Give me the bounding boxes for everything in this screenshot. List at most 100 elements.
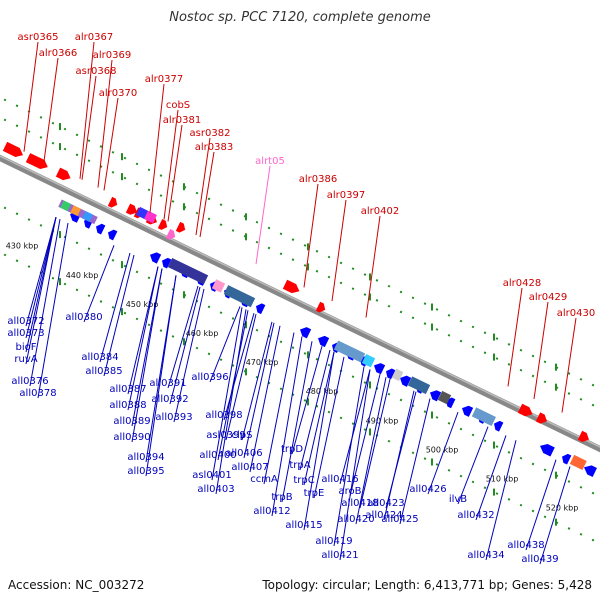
track-dot bbox=[579, 397, 583, 401]
track-dot bbox=[339, 281, 343, 285]
track-tick bbox=[493, 488, 495, 496]
track-dot bbox=[327, 255, 331, 259]
track-dot bbox=[147, 323, 151, 327]
reverse-gene-label: all0416 bbox=[321, 474, 358, 485]
track-dot bbox=[255, 328, 259, 332]
track-dot bbox=[27, 265, 31, 268]
reverse-gene-label-leader bbox=[25, 217, 57, 339]
kbp-tick-label: 520 kbp bbox=[546, 504, 579, 513]
track-dot bbox=[543, 360, 547, 364]
feature-block bbox=[437, 390, 452, 405]
track-dot bbox=[399, 310, 403, 314]
track-dot bbox=[363, 428, 367, 431]
reverse-gene-label: all0390 bbox=[113, 432, 150, 443]
track-dot bbox=[579, 485, 583, 489]
reverse-gene-arrow bbox=[400, 375, 412, 387]
track-dot bbox=[75, 288, 79, 292]
reverse-gene-arrow bbox=[584, 465, 597, 477]
reverse-gene-label-leader bbox=[169, 286, 201, 405]
reverse-gene-label-leader bbox=[349, 374, 381, 497]
track-dot bbox=[327, 363, 331, 367]
track-tick bbox=[245, 233, 247, 241]
track-tick bbox=[183, 338, 185, 346]
track-dot bbox=[519, 348, 523, 352]
track-dot bbox=[507, 343, 511, 346]
track-dot bbox=[423, 457, 427, 460]
track-dot bbox=[411, 316, 415, 320]
track-dot bbox=[411, 296, 415, 300]
reverse-gene-label-leader bbox=[103, 254, 135, 377]
track-tick bbox=[431, 411, 433, 419]
reverse-gene-arrow bbox=[462, 405, 474, 417]
feature-block bbox=[333, 340, 366, 363]
kbp-tick-label: 430 kbp bbox=[6, 242, 39, 251]
track-dot bbox=[159, 174, 163, 177]
track-tick bbox=[59, 278, 61, 286]
track-dot bbox=[219, 203, 223, 207]
track-dot bbox=[507, 498, 511, 501]
track-dot bbox=[267, 226, 271, 230]
reverse-gene-label: all0396 bbox=[191, 372, 228, 383]
forward-gene-label: alr0370 bbox=[99, 88, 137, 99]
track-tick bbox=[245, 368, 247, 376]
track-dot bbox=[303, 264, 307, 267]
track-dot bbox=[579, 532, 583, 536]
forward-gene-arrow bbox=[315, 301, 326, 313]
track-dot bbox=[327, 275, 331, 279]
track-tick bbox=[307, 398, 309, 406]
track-dot bbox=[303, 352, 307, 355]
forward-gene-arrow bbox=[107, 196, 118, 208]
forward-gene-arrow bbox=[535, 412, 547, 424]
forward-gene-label: alr0429 bbox=[529, 292, 567, 303]
track-dot bbox=[447, 313, 451, 317]
track-dot bbox=[291, 346, 295, 349]
reverse-gene-label-leader bbox=[457, 426, 489, 505]
track-dot bbox=[471, 480, 475, 484]
track-dot bbox=[567, 527, 571, 530]
track-dot bbox=[315, 269, 319, 273]
feature-block bbox=[211, 279, 226, 293]
track-dot bbox=[423, 302, 427, 305]
track-dot bbox=[495, 445, 499, 448]
track-tick bbox=[121, 153, 123, 161]
track-dot bbox=[459, 474, 463, 478]
track-dot bbox=[591, 538, 595, 542]
reverse-gene-arrow bbox=[96, 223, 106, 235]
reverse-gene-label: all0423 bbox=[367, 498, 404, 509]
track-dot bbox=[87, 294, 91, 298]
track-dot bbox=[567, 392, 571, 395]
reverse-gene-label-leader bbox=[173, 288, 205, 423]
reverse-gene-label-leader bbox=[333, 366, 365, 547]
reverse-gene-arrow bbox=[150, 252, 162, 264]
reverse-gene-label: all0391 bbox=[149, 378, 186, 389]
track-dot bbox=[171, 335, 175, 338]
track-dot bbox=[291, 258, 295, 261]
genome-title: Nostoc sp. PCC 7120, complete genome bbox=[169, 10, 431, 25]
track-dot bbox=[75, 153, 79, 157]
track-dot bbox=[579, 377, 583, 381]
track-dot bbox=[87, 247, 91, 251]
track-dot bbox=[135, 317, 139, 321]
kbp-tick-label: 490 kbp bbox=[366, 416, 399, 425]
track-dot bbox=[15, 259, 19, 263]
forward-gene-label: alr0383 bbox=[195, 142, 233, 153]
forward-gene-arrow bbox=[282, 279, 300, 294]
track-dot bbox=[231, 229, 235, 232]
track-dot bbox=[387, 439, 391, 443]
track-dot bbox=[351, 267, 355, 271]
track-dot bbox=[471, 345, 475, 349]
track-dot bbox=[3, 98, 7, 102]
reverse-gene-label: all0412 bbox=[253, 506, 290, 517]
track-dot bbox=[207, 217, 211, 221]
reverse-gene-arrow bbox=[386, 368, 396, 380]
track-tick bbox=[493, 333, 495, 341]
track-tick bbox=[121, 173, 123, 181]
reverse-gene-arrow bbox=[374, 363, 386, 375]
reverse-gene-label: all0393 bbox=[155, 412, 192, 423]
reverse-gene-label-leader bbox=[299, 349, 331, 471]
track-dot bbox=[351, 287, 355, 291]
reverse-gene-label: all0415 bbox=[285, 520, 322, 531]
track-tick bbox=[369, 428, 371, 436]
reverse-gene-label: all0384 bbox=[81, 352, 118, 363]
track-dot bbox=[27, 130, 31, 133]
